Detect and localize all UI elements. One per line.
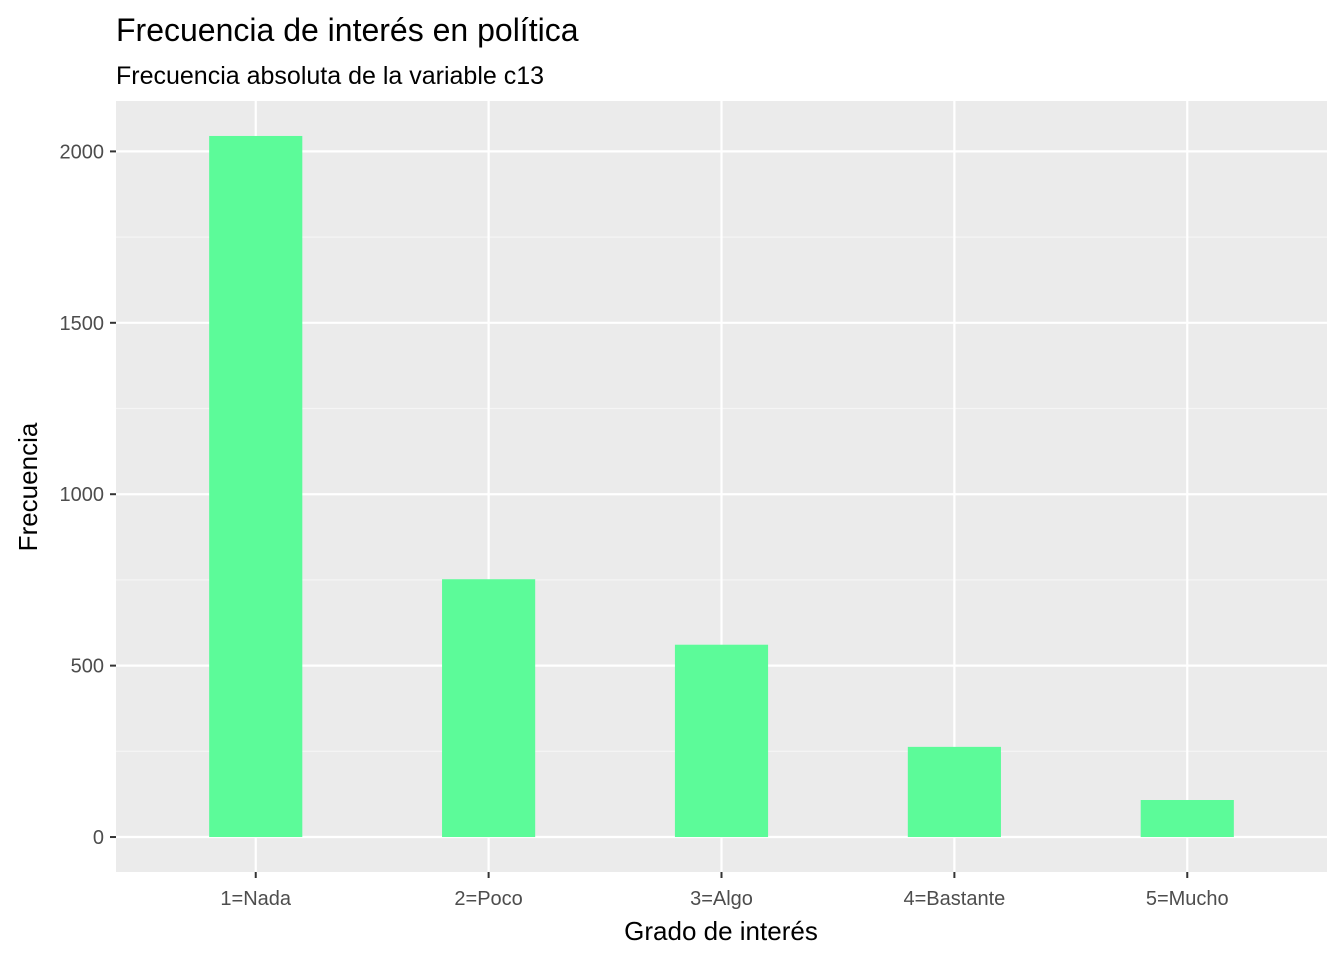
chart-subtitle: Frecuencia absoluta de la variable c13: [116, 62, 544, 90]
x-tick-label: 5=Mucho: [1146, 888, 1229, 910]
bar-3: [674, 644, 769, 838]
x-axis-title: Grado de interés: [624, 916, 818, 946]
y-tick-label: 2000: [60, 141, 105, 163]
x-tick-label: 2=Poco: [454, 888, 522, 910]
x-tick-label: 1=Nada: [220, 888, 291, 910]
bar-2: [442, 579, 536, 838]
axes: 0 500 1000 1500 2000 1=Nada 2=Poco 3=Algo 4=Bast…: [60, 141, 1229, 910]
y-tick-label: 0: [93, 827, 104, 849]
bars: [209, 135, 1234, 838]
y-tick-label: 1000: [60, 484, 105, 506]
y-tick-label: 1500: [60, 313, 105, 335]
chart-title: Frecuencia de interés en política: [116, 12, 579, 48]
y-tick-label: 500: [71, 656, 104, 678]
bar-5: [1140, 800, 1234, 838]
x-tick-label: 3=Algo: [690, 888, 753, 910]
bar-4: [907, 746, 1001, 838]
y-axis-title: Frecuencia: [13, 422, 43, 551]
bar-1: [209, 135, 303, 838]
x-tick-label: 4=Bastante: [904, 888, 1006, 910]
